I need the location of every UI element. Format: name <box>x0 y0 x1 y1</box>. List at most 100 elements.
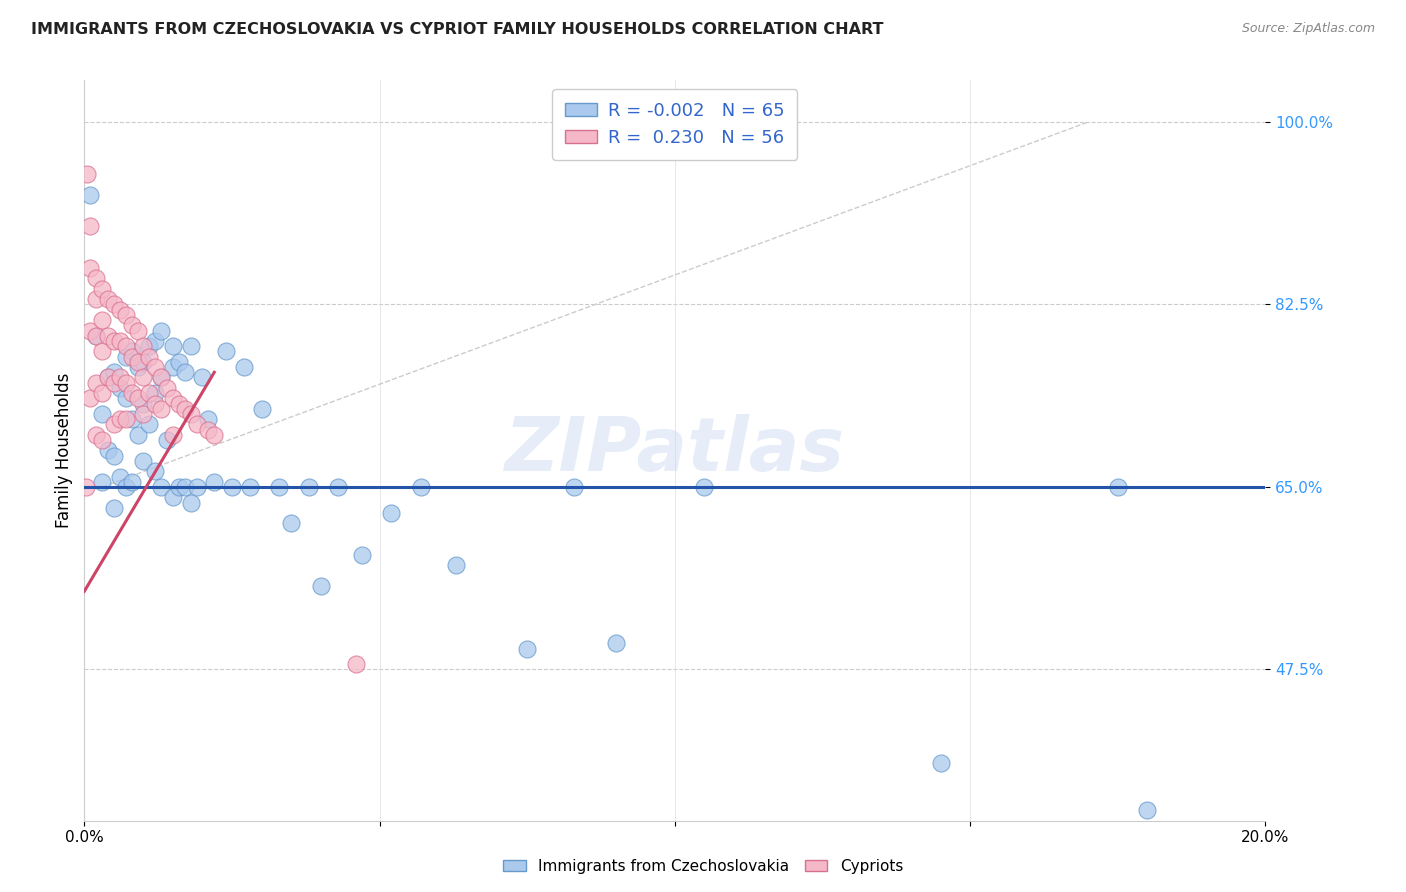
Point <box>91 313 114 327</box>
Point <box>150 370 173 384</box>
Point <box>162 427 184 442</box>
Point <box>127 392 149 406</box>
Point <box>75 480 97 494</box>
Point <box>79 188 101 202</box>
Point <box>167 396 190 410</box>
Point <box>186 480 208 494</box>
Point <box>103 365 125 379</box>
Point <box>221 480 243 494</box>
Point <box>114 350 136 364</box>
Point <box>121 344 143 359</box>
Point <box>103 449 125 463</box>
Text: Source: ZipAtlas.com: Source: ZipAtlas.com <box>1241 22 1375 36</box>
Point <box>91 433 114 447</box>
Point <box>150 370 173 384</box>
Point <box>180 407 202 421</box>
Point <box>138 386 160 401</box>
Point <box>121 318 143 333</box>
Point <box>202 427 225 442</box>
Point <box>167 355 190 369</box>
Point <box>108 334 131 348</box>
Point <box>202 475 225 489</box>
Point <box>1136 803 1159 817</box>
Point <box>91 407 114 421</box>
Point <box>121 475 143 489</box>
Point <box>173 401 195 416</box>
Point <box>121 412 143 426</box>
Point <box>114 412 136 426</box>
Point <box>132 407 155 421</box>
Point <box>108 412 131 426</box>
Point <box>138 417 160 432</box>
Point <box>197 412 219 426</box>
Point <box>156 433 179 447</box>
Point <box>167 480 190 494</box>
Point <box>156 381 179 395</box>
Point <box>162 359 184 374</box>
Point <box>564 480 586 494</box>
Point <box>103 376 125 390</box>
Point <box>380 506 402 520</box>
Point <box>84 427 107 442</box>
Point <box>91 475 114 489</box>
Point <box>79 324 101 338</box>
Point <box>143 464 166 478</box>
Point <box>191 370 214 384</box>
Point <box>186 417 208 432</box>
Point <box>132 370 155 384</box>
Point <box>79 219 101 234</box>
Point <box>173 480 195 494</box>
Point <box>127 355 149 369</box>
Point <box>197 423 219 437</box>
Point <box>97 328 120 343</box>
Point <box>79 392 101 406</box>
Point <box>693 480 716 494</box>
Point <box>132 396 155 410</box>
Point <box>446 558 468 573</box>
Point <box>84 292 107 306</box>
Point <box>173 365 195 379</box>
Point <box>409 480 432 494</box>
Point <box>298 480 321 494</box>
Point <box>143 396 166 410</box>
Point <box>97 443 120 458</box>
Point <box>150 401 173 416</box>
Point <box>114 480 136 494</box>
Point <box>103 297 125 311</box>
Point <box>138 350 160 364</box>
Point <box>215 344 238 359</box>
Point <box>91 344 114 359</box>
Point <box>84 376 107 390</box>
Point <box>143 386 166 401</box>
Point <box>97 292 120 306</box>
Point <box>108 381 131 395</box>
Point <box>138 339 160 353</box>
Point <box>84 328 107 343</box>
Point <box>269 480 291 494</box>
Point <box>605 636 627 650</box>
Point <box>516 641 538 656</box>
Point <box>1107 480 1129 494</box>
Point <box>232 359 254 374</box>
Point <box>79 260 101 275</box>
Point <box>132 355 155 369</box>
Point <box>239 480 262 494</box>
Point <box>280 516 302 531</box>
Point <box>121 386 143 401</box>
Point <box>162 491 184 505</box>
Point <box>84 271 107 285</box>
Point <box>162 339 184 353</box>
Point <box>328 480 350 494</box>
Point <box>108 469 131 483</box>
Point <box>150 480 173 494</box>
Point <box>180 339 202 353</box>
Point <box>143 359 166 374</box>
Point <box>84 328 107 343</box>
Y-axis label: Family Households: Family Households <box>55 373 73 528</box>
Point <box>114 308 136 322</box>
Text: IMMIGRANTS FROM CZECHOSLOVAKIA VS CYPRIOT FAMILY HOUSEHOLDS CORRELATION CHART: IMMIGRANTS FROM CZECHOSLOVAKIA VS CYPRIO… <box>31 22 883 37</box>
Point <box>132 339 155 353</box>
Point <box>127 324 149 338</box>
Point <box>350 548 373 562</box>
Point <box>108 302 131 317</box>
